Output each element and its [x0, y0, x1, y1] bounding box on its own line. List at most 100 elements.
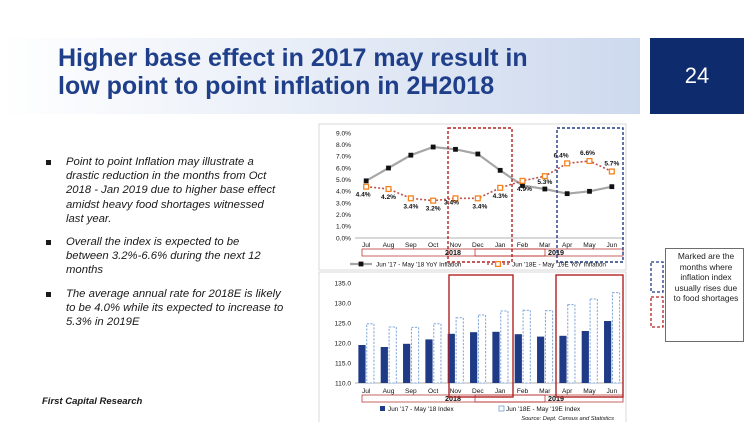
source-note: Source: Dept. Census and Statistics: [521, 416, 614, 422]
year-bracket-2019: [474, 394, 624, 403]
title-band: [0, 38, 640, 114]
x-tick-label: Jan: [495, 242, 506, 249]
bar-2018-19: [388, 326, 397, 384]
bullet-item: Overall the index is expected to be betw…: [42, 235, 284, 278]
highlight-box-red: [555, 274, 624, 398]
x-tick-label: Aug: [383, 242, 395, 249]
year-label-2018: 2018: [445, 248, 461, 257]
y-tick-label: 2.0%: [336, 212, 351, 219]
series-point-2018-19: [452, 195, 459, 202]
x-tick-label: Jun: [607, 388, 618, 395]
highlight-box-red: [448, 274, 514, 398]
bullet-text: Point to point Inflation may illustrate …: [66, 156, 276, 225]
series-point-2017-18: [430, 144, 436, 150]
data-label: 4.3%: [493, 193, 508, 200]
bullet-marker: [46, 240, 51, 246]
data-label: 5.3%: [537, 179, 552, 186]
bar-2018-19: [567, 304, 576, 384]
bar-2017-18: [537, 336, 545, 383]
data-label: 3.2%: [426, 206, 441, 213]
legend-label: Jun '18E - May '19E Index: [506, 406, 581, 413]
bullet-text: Overall the index is expected to be betw…: [66, 236, 261, 277]
legend-label: Jun '17 - May '18 Index: [388, 406, 454, 413]
bullet-item: The average annual rate for 2018E is lik…: [42, 287, 284, 330]
data-label: 3.4%: [444, 199, 459, 206]
bar-2018-19: [410, 326, 420, 384]
series-point-2018-19: [608, 168, 615, 175]
x-tick-label: Dec: [472, 388, 484, 395]
bullet-text: The average annual rate for 2018E is lik…: [66, 287, 284, 329]
series-point-2017-18: [408, 152, 414, 158]
year-label-2019: 2019: [548, 248, 564, 257]
x-tick-label: Dec: [472, 242, 484, 249]
data-label: 3.4%: [472, 203, 487, 210]
bar-2018-19: [544, 310, 554, 384]
x-tick-label: Nov: [450, 242, 462, 249]
x-tick-label: May: [583, 242, 596, 249]
key-box-red: [650, 296, 664, 328]
bar-2017-18: [470, 332, 478, 383]
data-label: 6.6%: [580, 150, 595, 157]
year-label-2018: 2018: [445, 394, 461, 403]
x-tick-label: Sep: [405, 388, 417, 395]
series-point-2018-19: [385, 185, 392, 193]
x-tick-label: Feb: [517, 242, 529, 249]
y-tick-label: 8.0%: [336, 142, 351, 149]
key-box-blue: [650, 261, 664, 293]
bullet-marker: [46, 291, 51, 297]
series-point-2017-18: [386, 165, 391, 171]
bar-2018-19: [500, 310, 509, 384]
y-tick-label: 7.0%: [336, 154, 351, 161]
y-tick-label: 4.0%: [336, 189, 351, 196]
y-tick-label: 3.0%: [336, 200, 351, 207]
x-tick-label: Feb: [517, 388, 529, 395]
data-label: 5.7%: [604, 161, 619, 168]
legend-marker-2018-19: [494, 260, 502, 268]
data-label: 4.9%: [517, 186, 532, 193]
x-tick-label: Oct: [428, 242, 438, 249]
x-tick-label: Mar: [539, 388, 551, 395]
y-tick-label: 115.0: [335, 360, 351, 367]
bar-2017-18: [380, 347, 388, 383]
y-tick-label: 1.0%: [336, 224, 351, 231]
series-point-2017-18: [609, 184, 615, 190]
series-point-2017-18: [542, 186, 548, 192]
data-label: 3.4%: [403, 203, 418, 210]
series-point-2017-18: [564, 191, 570, 197]
y-tick-label: 125.0: [334, 320, 351, 327]
x-tick-label: Nov: [450, 388, 462, 395]
series-point-2017-18: [363, 178, 369, 184]
year-bracket-2018: [361, 394, 546, 403]
y-tick-label: 0.0%: [336, 235, 351, 242]
bullet-marker: [46, 160, 51, 165]
x-tick-label: Apr: [562, 242, 573, 249]
series-point-2018-19: [564, 160, 571, 167]
bar-2017-18: [581, 331, 589, 383]
series-point-2018-19: [407, 195, 414, 202]
series-line-2018-19: [366, 160, 613, 202]
y-tick-label: 9.0%: [336, 130, 351, 137]
x-tick-label: Jul: [362, 242, 371, 249]
highlight-box-red: [447, 127, 513, 263]
footer-source: First Capital Research: [42, 396, 143, 407]
marked-months-note: Marked are the months where inflation in…: [673, 251, 739, 304]
legend-swatch-2018-19: [498, 405, 505, 412]
y-tick-label: 6.0%: [336, 165, 351, 172]
x-tick-label: Jul: [362, 388, 371, 395]
series-line-2017-18: [365, 145, 613, 195]
x-tick-label: Sep: [405, 242, 417, 249]
year-bracket-2018: [361, 248, 546, 257]
x-tick-label: Jan: [495, 388, 506, 395]
page-title: Higher base effect in 2017 may result in…: [58, 44, 528, 100]
bar-2018-19: [589, 298, 598, 384]
legend-swatch-2017-18: [380, 406, 385, 411]
y-tick-label: 5.0%: [336, 177, 351, 184]
x-tick-label: May: [583, 388, 596, 395]
bar-2018-19: [455, 317, 464, 384]
bar-2017-18: [559, 335, 567, 383]
series-point-2017-18: [520, 183, 525, 188]
series-point-2017-18: [587, 188, 592, 194]
y-tick-label: 110.0: [335, 380, 351, 387]
series-point-2017-18: [475, 151, 481, 157]
